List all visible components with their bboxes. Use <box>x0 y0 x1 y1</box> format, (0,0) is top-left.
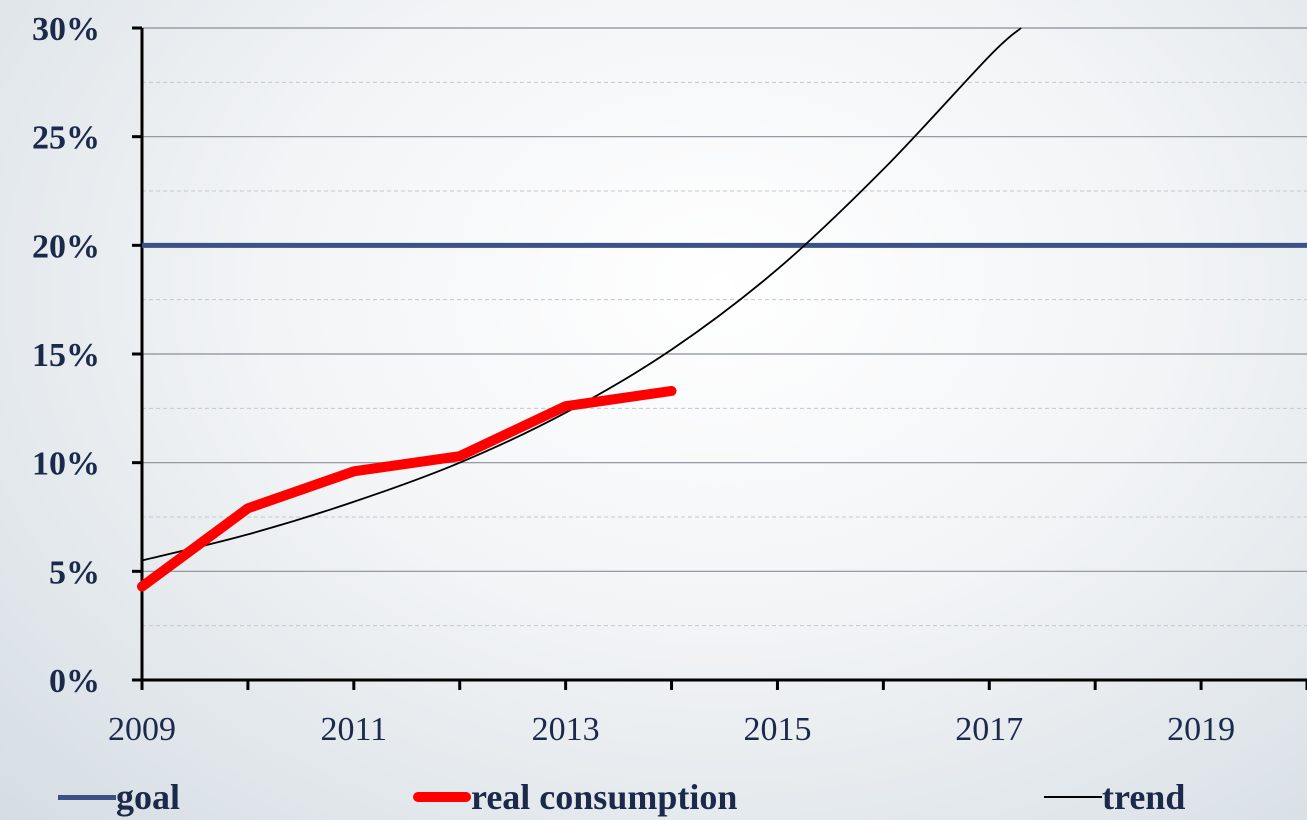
legend-label-trend: trend <box>1102 777 1186 817</box>
y-tick-label: 15% <box>32 337 100 374</box>
x-tick-label: 2019 <box>1167 711 1235 748</box>
y-tick-label: 10% <box>32 446 100 483</box>
chart: 0% 5% 10% 15% 20% 25% 30% 2009 2011 2013 2015 2017… <box>32 11 1307 748</box>
series-lines <box>137 27 1307 592</box>
x-tick-label: 2015 <box>743 711 811 748</box>
legend-item-goal: goal <box>58 775 180 819</box>
legend-label-goal: goal <box>116 777 181 817</box>
y-tick-label: 30% <box>32 11 100 48</box>
legend-label-real-consumption: real consumption <box>471 777 738 817</box>
legend-swatch-trend <box>1044 796 1102 798</box>
legend-swatch-real-consumption <box>413 792 471 802</box>
grid-lines <box>142 27 1307 627</box>
legend-item-real-consumption: real consumption <box>413 775 737 819</box>
legend-swatch-goal <box>58 794 116 800</box>
y-tick-label: 5% <box>49 554 100 591</box>
y-axis-ticks: 0% 5% 10% 15% 20% 25% 30% <box>32 11 142 700</box>
series-real-consumption-line <box>137 385 677 592</box>
x-tick-label: 2011 <box>320 711 387 748</box>
series-trend-line <box>141 27 1022 562</box>
x-tick-label: 2013 <box>532 711 600 748</box>
y-tick-label: 20% <box>32 228 100 265</box>
y-tick-label: 0% <box>49 663 100 700</box>
legend-item-trend: trend <box>1044 775 1185 819</box>
x-tick-label: 2009 <box>108 711 176 748</box>
y-tick-label: 25% <box>32 120 100 157</box>
x-tick-label: 2017 <box>955 711 1023 748</box>
x-axis-ticks: 2009 2011 2013 2015 2017 2019 <box>108 680 1307 748</box>
